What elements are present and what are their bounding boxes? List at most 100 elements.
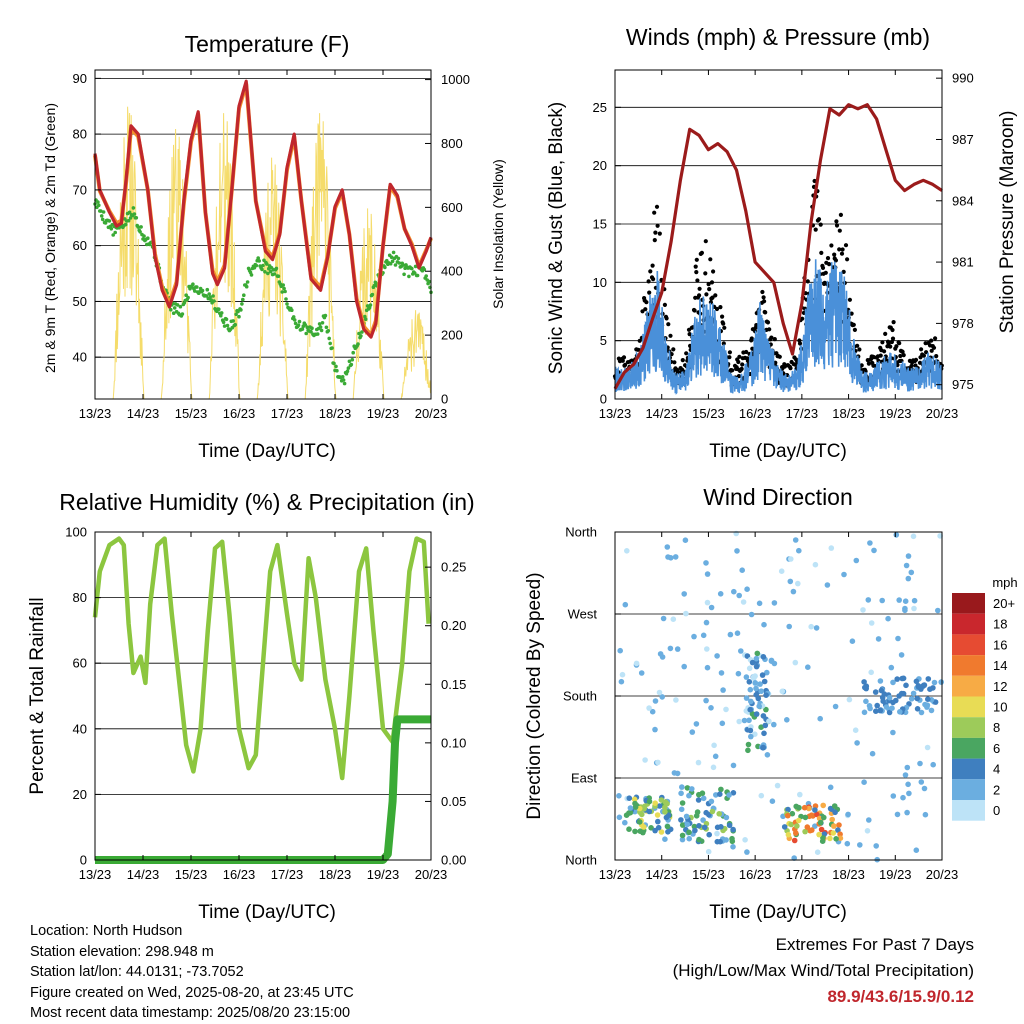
gust-point — [654, 204, 660, 209]
dewpoint-point — [292, 318, 297, 322]
dewpoint-point — [310, 326, 314, 331]
dewpoint-point — [317, 322, 322, 326]
gust-point — [621, 355, 627, 360]
dewpoint-point — [283, 289, 287, 294]
colorbar-swatch — [952, 675, 985, 697]
dewpoint-point — [410, 266, 414, 271]
dewpoint-point — [397, 261, 402, 265]
direction-point — [808, 812, 815, 818]
dewpoint-point — [111, 233, 115, 237]
direction-tick-label: East — [571, 771, 597, 786]
x-tick-label: 19/23 — [367, 406, 400, 421]
gust-point — [833, 258, 839, 263]
winds-series — [612, 103, 944, 395]
direction-point — [895, 635, 901, 642]
direction-point — [902, 605, 908, 612]
temperature-series — [93, 79, 433, 400]
x-tick-label: 15/23 — [175, 406, 208, 421]
dewpoint-point — [266, 271, 270, 276]
direction-point — [902, 598, 909, 604]
gust-point — [843, 243, 849, 248]
dewpoint-point — [123, 222, 128, 227]
gust-point — [761, 295, 766, 300]
speed-colorbar: mph 20+ 18 16 14 12 10 8 6 4 2 0 — [952, 575, 1018, 821]
dewpoint-point — [347, 359, 352, 364]
x-tick-label: 14/23 — [127, 867, 160, 882]
extremes-subtitle: (High/Low/Max Wind/Total Precipitation) — [672, 961, 974, 980]
direction-point — [654, 812, 661, 818]
x-tick-label: 13/23 — [79, 406, 112, 421]
direction-point — [796, 547, 802, 554]
direction-point — [696, 836, 702, 843]
direction-point — [627, 805, 634, 811]
gust-point — [680, 358, 685, 363]
direction-point — [704, 646, 710, 652]
direction-point — [846, 696, 853, 703]
dewpoint-point — [225, 323, 230, 328]
direction-point — [880, 698, 886, 704]
colorbar-label: 12 — [993, 679, 1007, 694]
dewpoint-point — [211, 294, 215, 298]
direction-point — [760, 744, 766, 751]
gust-point — [695, 278, 700, 283]
direction-point — [747, 706, 753, 713]
direction-point — [869, 750, 876, 757]
gust-point — [849, 311, 854, 316]
direction-point — [659, 694, 665, 700]
dewpoint-point — [233, 322, 237, 327]
dewpoint-point — [327, 336, 332, 341]
direction-point — [768, 657, 775, 664]
direction-point — [764, 752, 771, 758]
gust-point — [866, 361, 872, 366]
direction-point — [718, 670, 725, 676]
direction-point — [641, 806, 647, 812]
direction-point — [911, 605, 917, 612]
gust-point — [680, 367, 685, 372]
direction-point — [872, 689, 879, 695]
y-tick-label-left: 0 — [80, 853, 87, 868]
direction-point — [756, 703, 762, 709]
dewpoint-point — [274, 266, 279, 271]
direction-point — [894, 676, 900, 682]
humidity-panel: Relative Humidity (%) & Precipitation (i… — [27, 489, 475, 923]
direction-point — [785, 831, 792, 838]
x-tick-label: 17/23 — [271, 406, 304, 421]
direction-point — [938, 679, 944, 685]
colorbar-swatch — [952, 696, 985, 718]
x-tick-label: 15/23 — [175, 867, 208, 882]
temperature-ylabel-left: 2m & 9m T (Red, Orange) & 2m Td (Green) — [42, 103, 58, 373]
direction-point — [686, 829, 692, 836]
direction-point — [788, 556, 794, 562]
colorbar-label: 4 — [993, 762, 1000, 777]
gust-point — [845, 257, 850, 262]
direction-point — [679, 822, 686, 828]
winds-ticks: 13/23 14/23 15/23 16/23 17/23 18/23 19/23 20/23… — [593, 70, 974, 421]
dewpoint-point — [368, 303, 373, 307]
direction-point — [750, 674, 757, 680]
direction-point — [753, 663, 760, 670]
direction-point — [889, 705, 895, 711]
direction-point — [910, 533, 917, 540]
y-tick-label-left: 10 — [593, 275, 607, 290]
direction-point — [726, 822, 733, 829]
dewpoint-point — [276, 274, 281, 279]
gust-point — [644, 300, 649, 305]
gust-point — [777, 354, 782, 359]
direction-point — [787, 578, 794, 585]
temperature-plot-frame — [94, 69, 432, 400]
extremes-values: 89.9/43.6/15.9/0.12 — [827, 987, 974, 1006]
direction-point — [873, 708, 879, 714]
temp-2m-line — [93, 79, 433, 339]
direction-point — [667, 645, 674, 652]
direction-point — [890, 679, 896, 686]
gust-point — [852, 327, 858, 332]
direction-point — [618, 678, 625, 685]
direction-point — [624, 548, 630, 554]
dewpoint-point — [346, 366, 351, 370]
dewpoint-point — [401, 263, 406, 267]
dewpoint-point — [221, 320, 226, 325]
x-tick-label: 14/23 — [127, 406, 160, 421]
gust-point — [839, 251, 845, 256]
dewpoint-point — [407, 274, 411, 279]
gust-point — [713, 293, 718, 298]
